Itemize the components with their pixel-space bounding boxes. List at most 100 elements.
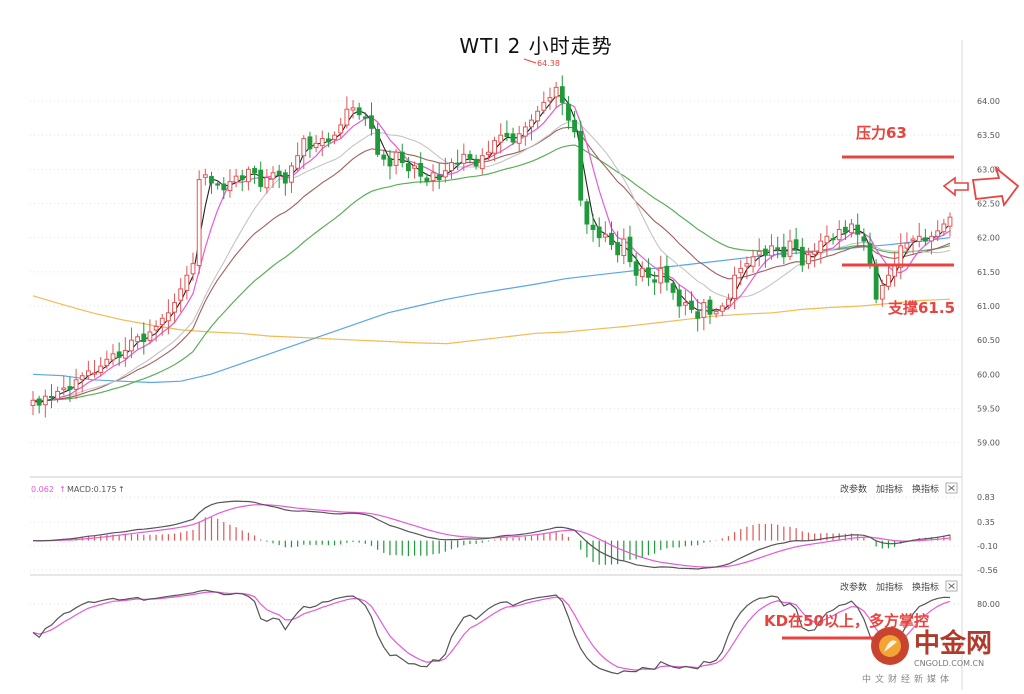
candle-body (258, 169, 264, 187)
candle-body (529, 119, 534, 128)
kd-close-icon[interactable] (945, 580, 958, 592)
main-y-tick-label: 62.00 (977, 234, 1000, 243)
candle-body (233, 175, 239, 183)
candlestick-series (30, 75, 953, 418)
macd-dif-line (32, 500, 951, 570)
candle-body (492, 140, 497, 154)
moving-average-lines (32, 95, 951, 404)
macd-close-icon[interactable] (945, 482, 958, 494)
candle-body (935, 230, 941, 237)
candle-body (344, 108, 350, 126)
candle-body (609, 232, 614, 246)
candle-body (295, 155, 301, 169)
candle-body (301, 138, 307, 157)
candle-body (578, 130, 584, 201)
candle-body (196, 179, 202, 267)
macd-readout-label: MACD:0.175 (67, 485, 117, 494)
candle-body (633, 261, 639, 276)
candle-body (689, 300, 694, 310)
kd-change-params-button[interactable]: 改参数 (840, 581, 867, 593)
candle-body (326, 138, 331, 143)
candle-body (516, 133, 522, 144)
candle-body (510, 133, 516, 143)
main-y-tick-label: 61.50 (977, 268, 1000, 277)
candle-body (904, 242, 910, 249)
candle-body (282, 172, 288, 184)
candle-body (910, 238, 916, 242)
candle-body (941, 223, 947, 233)
candle-body (110, 353, 116, 361)
candle-body (504, 132, 510, 138)
macd-readout-prefix: 0.062 (31, 485, 54, 494)
candle-body (799, 246, 805, 266)
candle-body (584, 201, 590, 225)
macd-y-tick-label: -0.56 (977, 566, 998, 575)
candle-body (590, 224, 596, 230)
main-y-tick-label: 60.50 (977, 336, 1000, 345)
candle-body (98, 365, 104, 373)
candle-body (116, 351, 122, 358)
candle-body (842, 226, 848, 233)
candle-body (566, 103, 571, 121)
watermark-brand: 中金网 (914, 628, 992, 659)
candle-body (49, 395, 54, 399)
candle-body (467, 154, 473, 160)
candle-body (806, 254, 811, 265)
candle-body (793, 239, 799, 249)
main-y-axis: 64.00 63.50 63.00 62.50 62.00 61.50 61.00 60.50… (977, 97, 1000, 448)
candle-body (387, 157, 393, 167)
kd-add-indicator-button[interactable]: 加指标 (876, 581, 903, 593)
chart-title: WTI 2 小时走势 (459, 34, 612, 58)
candle-body (424, 177, 430, 183)
candle-body (190, 263, 196, 275)
macd-readout-up-icon-2: ↑ (118, 485, 125, 494)
main-y-tick-label: 63.50 (977, 131, 1000, 140)
main-y-tick-label: 61.00 (977, 302, 1000, 311)
kd-y-axis: 80.00 (977, 600, 1000, 609)
candle-body (172, 302, 177, 313)
candle-body (676, 289, 682, 307)
macd-change-params-button[interactable]: 改参数 (840, 483, 867, 495)
macd-readout-up-icon: ↑ (59, 485, 66, 494)
candle-body (362, 116, 368, 119)
candle-body (818, 240, 824, 253)
support-label: 支撑61.5 (887, 299, 955, 317)
kd-k-line (32, 589, 951, 675)
ma120-line (32, 237, 951, 384)
candle-body (855, 224, 861, 235)
candle-body (916, 235, 922, 242)
candle-body (886, 274, 891, 287)
candle-body (738, 267, 744, 274)
macd-add-indicator-button[interactable]: 加指标 (876, 483, 903, 495)
candle-body (695, 311, 701, 319)
candle-body (399, 151, 405, 164)
candle-body (393, 151, 399, 166)
candle-body (682, 302, 688, 306)
candle-body (947, 216, 953, 227)
kd-switch-indicator-button[interactable]: 换指标 (912, 581, 939, 593)
candle-body (202, 174, 208, 178)
macd-y-tick-label: 0.83 (977, 493, 995, 502)
ma250-line (32, 295, 951, 345)
candle-body (338, 124, 344, 134)
arrow-icon-large (971, 165, 1020, 208)
macd-switch-indicator-button[interactable]: 换指标 (912, 483, 939, 495)
candle-body (381, 154, 387, 160)
candle-body (769, 245, 774, 257)
candle-body (159, 317, 165, 326)
candle-body (707, 299, 713, 315)
candle-body (332, 134, 337, 140)
candle-body (455, 162, 461, 165)
candle-body (221, 183, 227, 191)
main-y-tick-label: 60.00 (977, 370, 1000, 379)
candle-body (30, 399, 36, 406)
candle-body (73, 379, 79, 390)
ma30-line (32, 126, 951, 402)
candle-body (412, 165, 417, 169)
candle-body (615, 242, 621, 256)
candle-body (750, 256, 756, 267)
candle-body (135, 336, 141, 343)
candle-body (726, 298, 731, 306)
candle-body (744, 263, 750, 267)
